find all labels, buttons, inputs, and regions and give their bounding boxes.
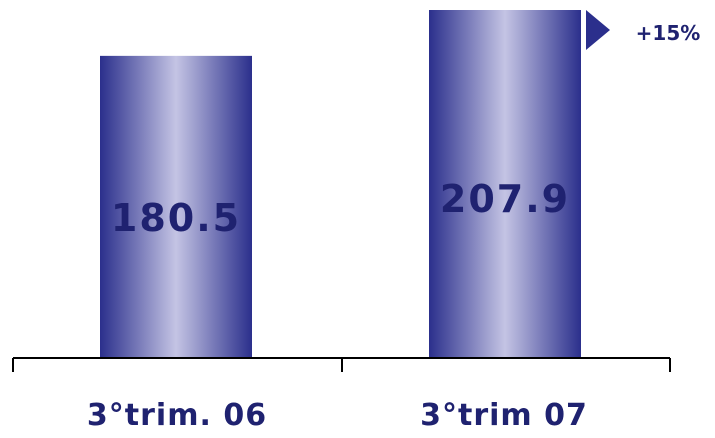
growth-arrow-icon — [586, 10, 610, 50]
category-label-1: 3°trim. 06 — [87, 398, 267, 433]
bar-value-label-2: 207.9 — [440, 177, 570, 221]
category-label-2: 3°trim 07 — [420, 398, 588, 433]
bar-value-label-1: 180.5 — [111, 196, 241, 240]
x-axis — [13, 358, 670, 372]
growth-label: +15% — [636, 21, 701, 45]
